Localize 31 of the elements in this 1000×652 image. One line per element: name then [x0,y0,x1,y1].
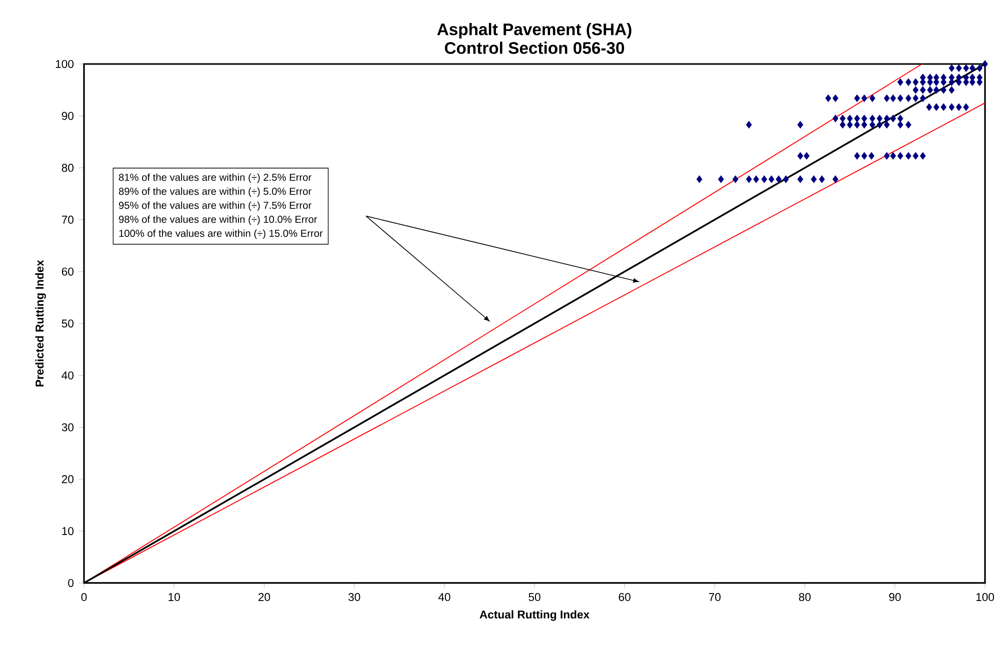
annotation: 100% of the values are within (÷) 15.0% Error [119,229,323,239]
annotation: 81% of the values are within (÷) 2.5% Error [118,173,312,183]
chart-title: Asphalt Pavement (SHA) [437,23,632,39]
y-tick-label: 80 [62,164,74,172]
annotation: 89% of the values are within (÷) 5.0% Error [118,187,312,197]
x-tick-label: 10 [168,593,180,602]
y-tick-label: 30 [62,423,74,432]
annotation: 98% of the values are within (÷) 10.0% Error [118,215,318,225]
y-tick-label: 50 [62,319,74,328]
x-tick-label: 50 [528,593,540,602]
annotation: 95% of the values are within (÷) 7.5% Error [118,201,312,211]
x-tick-label: 60 [618,593,630,602]
y-tick-label: 70 [62,216,74,224]
x-tick-label: 70 [708,593,721,602]
x-axis-title: Actual Rutting Index [480,610,590,621]
y-tick-label: 60 [62,268,74,276]
x-tick-label: 30 [348,593,360,602]
x-tick-label: 40 [438,593,450,602]
y-tick-label: 10 [62,527,74,536]
x-tick-label: 20 [258,593,270,602]
chart-subtitle: Control Section 056-30 [444,42,624,54]
x-tick-label: 90 [889,593,901,602]
y-tick-label: 40 [62,371,74,380]
x-tick-label: 80 [799,593,811,602]
y-tick-label: 0 [68,578,74,587]
y-axis-title: Predicted Rutting Index [35,260,46,386]
y-tick-label: 90 [62,112,74,120]
x-tick-label: 100 [976,593,994,602]
y-tick-label: 20 [62,475,74,484]
y-tick-label: 100 [56,60,74,68]
x-tick-label: 0 [81,593,87,602]
